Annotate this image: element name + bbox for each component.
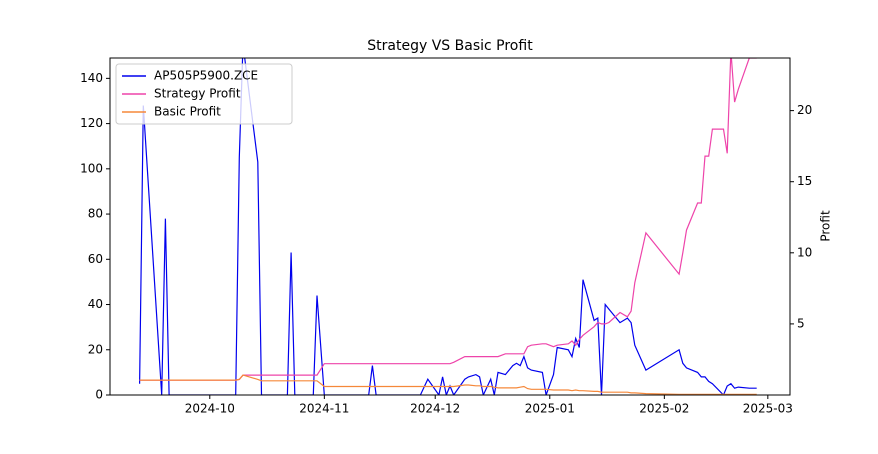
y-tick-label: 100 <box>80 161 103 175</box>
y-tick-label: 140 <box>80 71 103 85</box>
legend: AP505P5900.ZCE Strategy Profit Basic Profi… <box>115 63 293 125</box>
y-tick-label: 20 <box>88 342 103 356</box>
x-tick-label: 2025-02 <box>639 402 689 416</box>
y2-tick-label: 20 <box>797 103 812 117</box>
y2-tick-label: 10 <box>797 245 812 259</box>
plot-frame <box>109 57 791 396</box>
y-tick-label: 40 <box>88 297 103 311</box>
y-tick-label: 0 <box>95 388 103 402</box>
y-tick-label: 120 <box>80 116 103 130</box>
data-line <box>139 58 757 381</box>
plot-lines <box>139 58 757 395</box>
legend-label: Strategy Profit <box>154 87 241 101</box>
legend-label: Basic Profit <box>154 105 221 119</box>
y2-tick-label: 15 <box>797 174 812 188</box>
x-tick-label: 2024-11 <box>299 402 349 416</box>
x-tick-label: 2024-12 <box>410 402 460 416</box>
y2-axis-label: Profit <box>819 210 833 242</box>
legend-box <box>115 63 293 125</box>
chart-title: Strategy VS Basic Profit <box>367 38 533 54</box>
x-tick-label: 2024-10 <box>185 402 235 416</box>
x-tick-label: 2025-01 <box>525 402 575 416</box>
y-tick-label: 60 <box>88 252 103 266</box>
y2-tick-label: 5 <box>797 316 805 330</box>
data-line <box>139 58 757 395</box>
x-tick-label: 2025-03 <box>743 402 793 416</box>
y-tick-label: 80 <box>88 207 103 221</box>
legend-label: AP505P5900.ZCE <box>154 69 258 83</box>
data-line <box>139 374 757 395</box>
